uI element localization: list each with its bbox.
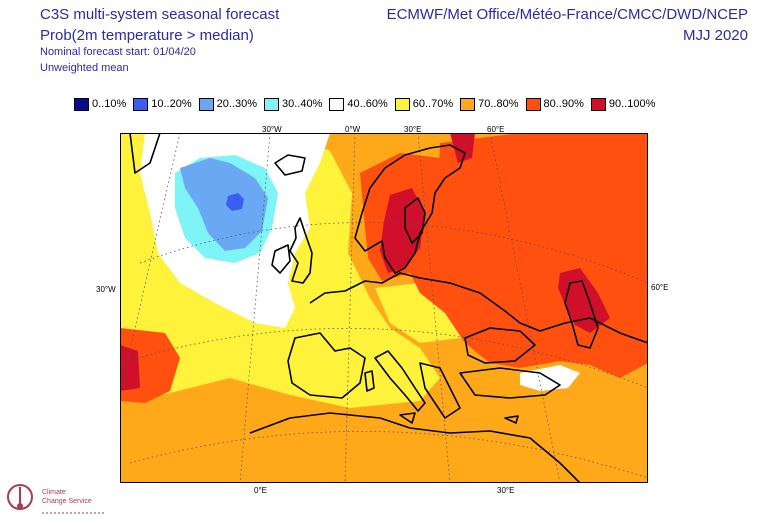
forecast-subtitle: Prob(2m temperature > median) bbox=[40, 27, 254, 44]
legend-label: 60..70% bbox=[412, 98, 454, 110]
legend-label: 30..40% bbox=[282, 98, 323, 110]
lat-label-left: 30°W bbox=[96, 285, 116, 294]
region-20-30 bbox=[180, 158, 268, 251]
legend-swatch bbox=[198, 97, 214, 111]
region-90-100-baltic bbox=[380, 188, 425, 273]
legend-label: 80..90% bbox=[543, 98, 584, 110]
legend-swatch bbox=[329, 97, 345, 111]
probability-map bbox=[120, 133, 648, 483]
legend-item: 10..20% bbox=[133, 97, 192, 111]
lat-label-right: 60°E bbox=[651, 283, 669, 292]
svg-text:Change Service: Change Service bbox=[42, 498, 92, 505]
region-10-20 bbox=[226, 193, 244, 211]
forecast-season: MJJ 2020 bbox=[682, 27, 748, 44]
legend-swatch bbox=[394, 97, 410, 111]
legend-swatch bbox=[264, 97, 279, 111]
legend-label: 0..10% bbox=[92, 98, 127, 110]
region-40-60-east bbox=[520, 365, 580, 391]
legend-swatch bbox=[460, 97, 476, 111]
legend-item: 40..60% bbox=[329, 97, 388, 111]
lon-label-top-30w: 30°W bbox=[262, 125, 282, 134]
legend-label: 90..100% bbox=[608, 98, 656, 110]
legend-label: 70..80% bbox=[478, 98, 519, 110]
legend-item: 70..80% bbox=[460, 97, 519, 111]
lon-label-top-30e: 30°E bbox=[404, 125, 422, 134]
region-90-100-west-edge bbox=[120, 345, 140, 391]
lon-label-top-0w: 0°W bbox=[345, 125, 361, 134]
lon-label-top-60e: 60°E bbox=[487, 125, 505, 134]
legend-item: 60..70% bbox=[394, 97, 454, 111]
legend-swatch bbox=[74, 97, 89, 111]
legend-item: 80..90% bbox=[525, 97, 584, 111]
probability-legend: 0..10% 10..20% 20..30% 30..40% 40..60% 60..70… bbox=[74, 96, 662, 112]
lon-label-bottom-0e: 0°E bbox=[254, 486, 267, 495]
legend-swatch bbox=[133, 97, 149, 111]
lon-label-bottom-30e: 30°E bbox=[497, 486, 515, 495]
graticule bbox=[120, 133, 648, 483]
legend-item: 0..10% bbox=[74, 97, 127, 111]
coastlines bbox=[129, 133, 648, 483]
legend-swatch bbox=[590, 97, 606, 111]
forecast-start-date: Nominal forecast start: 01/04/20 bbox=[40, 46, 196, 58]
legend-item: 90..100% bbox=[590, 97, 656, 111]
producing-centres: ECMWF/Met Office/Météo-France/CMCC/DWD/N… bbox=[386, 6, 748, 23]
mean-type: Unweighted mean bbox=[40, 62, 129, 74]
copernicus-logo: Climate Change Service bbox=[4, 477, 114, 519]
forecast-title: C3S multi-system seasonal forecast bbox=[40, 6, 280, 23]
legend-label: 10..20% bbox=[151, 98, 192, 110]
legend-item: 30..40% bbox=[264, 97, 323, 111]
legend-label: 20..30% bbox=[216, 98, 257, 110]
climate-logo-icon: Climate Change Service bbox=[7, 484, 104, 514]
legend-swatch bbox=[525, 97, 541, 111]
legend-item: 20..30% bbox=[198, 97, 257, 111]
map-frame bbox=[120, 133, 648, 483]
region-90-100-caspian bbox=[558, 268, 610, 333]
region-90-100-north bbox=[450, 133, 475, 163]
legend-label: 40..60% bbox=[347, 98, 388, 110]
svg-text:Climate: Climate bbox=[42, 489, 66, 496]
